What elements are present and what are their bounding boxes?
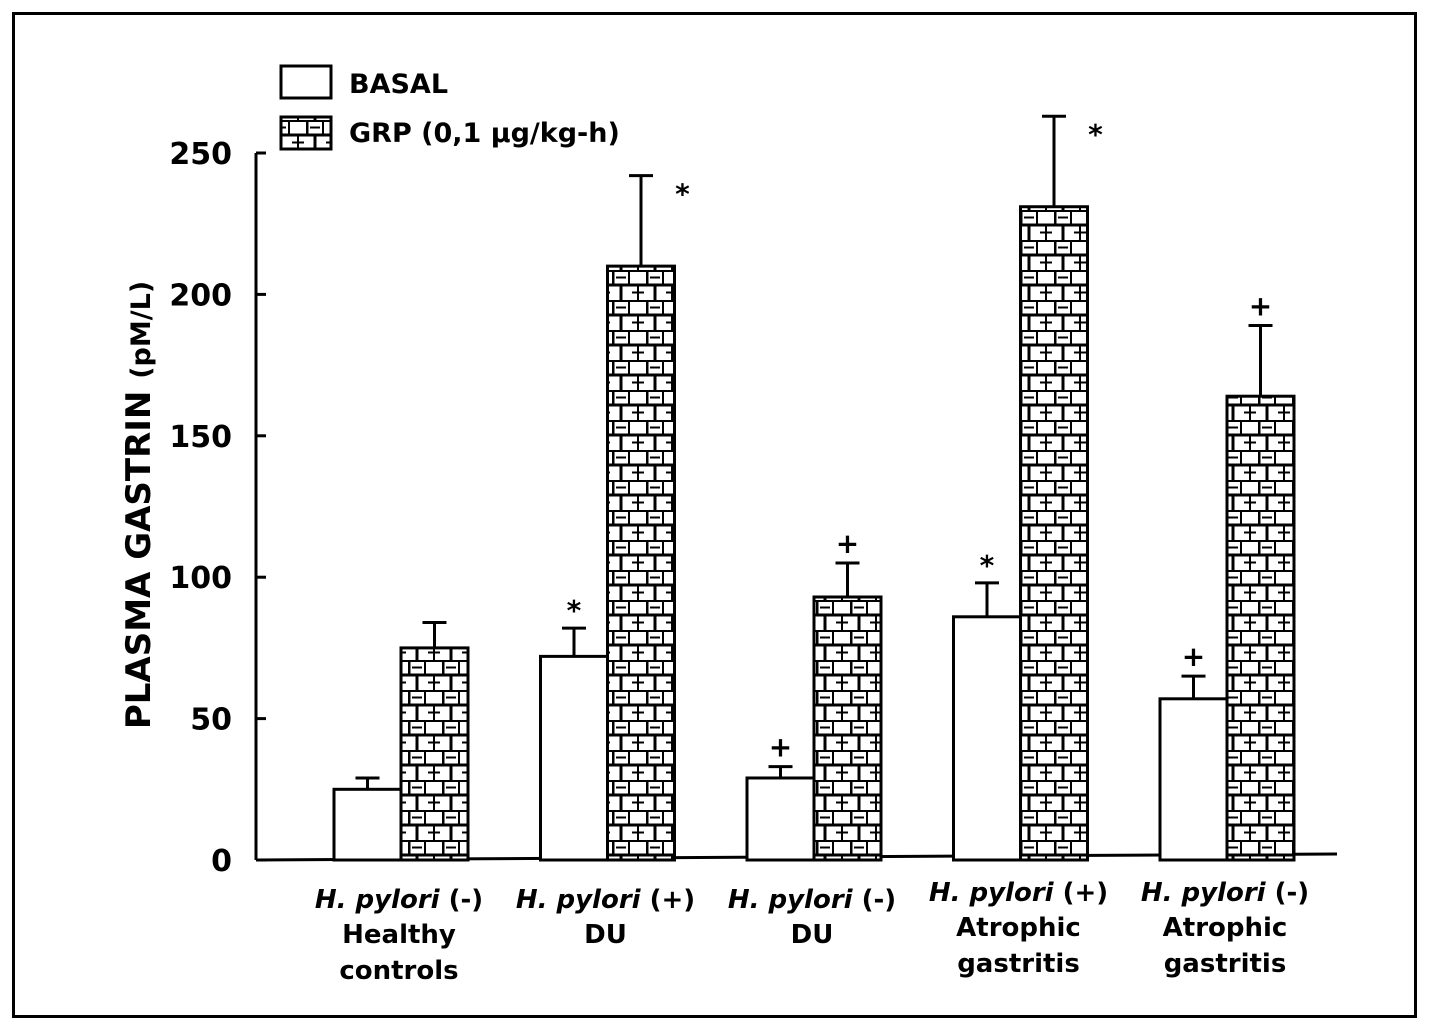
category-label-line3: gastritis (957, 949, 1080, 979)
legend-swatch-basal (279, 64, 333, 100)
category-species: H. pylori (929, 878, 1063, 908)
bars: * * + + * * + + (332, 114, 1296, 862)
bar-basal (952, 615, 1022, 862)
y-axis-label: PLASMA GASTRIN (pM/L) (119, 281, 159, 729)
category-status: (-) (862, 885, 897, 915)
legend-label-basal: BASAL (349, 69, 448, 100)
legend-label-grp: GRP (0,1 µg/kg-h) (349, 118, 620, 149)
significance-marker: + (836, 527, 859, 560)
bar-grp (1019, 205, 1089, 862)
bar-chart: PLASMA GASTRIN (pM/L) BASAL GRP (0,1 µg/… (119, 64, 1338, 986)
bar-grp (812, 595, 883, 862)
category-label-line2: DU (791, 920, 834, 950)
bar-basal (745, 776, 816, 862)
bar-grp (606, 264, 676, 862)
y-tick-label: 0 (211, 844, 232, 879)
y-tick-label: 150 (169, 420, 232, 455)
category-label-line1: H. pylori (+) (929, 878, 1108, 908)
category-status: (-) (1275, 878, 1310, 908)
legend: BASAL GRP (0,1 µg/kg-h) (279, 64, 620, 151)
category-label-line3: gastritis (1164, 949, 1287, 979)
significance-marker: * (567, 594, 582, 627)
y-tick-label: 250 (169, 137, 232, 172)
significance-marker: + (1249, 290, 1272, 323)
x-category-labels: H. pylori (-) Healthy controls H. pylori (+… (315, 878, 1309, 986)
y-tick-label: 200 (169, 278, 232, 313)
y-tick-label: 100 (169, 561, 232, 596)
y-axis-unit: (pM/L) (126, 281, 157, 379)
y-ticks: 0 50 100 150 200 250 (169, 137, 266, 879)
category-species: H. pylori (1141, 878, 1275, 908)
significance-marker: * (675, 178, 690, 211)
bar-grp (399, 646, 470, 862)
category-status: (-) (449, 885, 484, 915)
y-tick-label: 50 (190, 703, 232, 738)
category-label-line1: H. pylori (-) (1141, 878, 1309, 908)
category-label-line1: H. pylori (-) (728, 885, 896, 915)
significance-marker: * (1088, 118, 1103, 151)
significance-marker: + (1182, 640, 1205, 673)
category-status: (+) (650, 885, 696, 915)
bar-grp (1225, 394, 1296, 862)
category-species: H. pylori (315, 885, 449, 915)
figure-frame: PLASMA GASTRIN (pM/L) BASAL GRP (0,1 µg/… (12, 12, 1417, 1018)
significance-marker: + (769, 731, 792, 764)
category-label-line2: Atrophic (1163, 913, 1288, 943)
category-label-line2: Healthy (342, 920, 456, 950)
legend-swatch-grp (279, 115, 333, 151)
category-label-line1: H. pylori (+) (516, 885, 695, 915)
bar-basal (332, 787, 403, 862)
category-label-line1: H. pylori (-) (315, 885, 483, 915)
category-status: (+) (1063, 878, 1109, 908)
bar-basal (539, 654, 609, 862)
significance-marker: * (980, 549, 995, 582)
y-axis-title: PLASMA GASTRIN (119, 391, 159, 730)
category-species: H. pylori (728, 885, 862, 915)
category-species: H. pylori (516, 885, 650, 915)
category-label-line2: Atrophic (956, 913, 1081, 943)
bar-basal (1158, 697, 1229, 862)
category-label-line3: controls (339, 956, 458, 986)
category-label-line2: DU (584, 920, 627, 950)
